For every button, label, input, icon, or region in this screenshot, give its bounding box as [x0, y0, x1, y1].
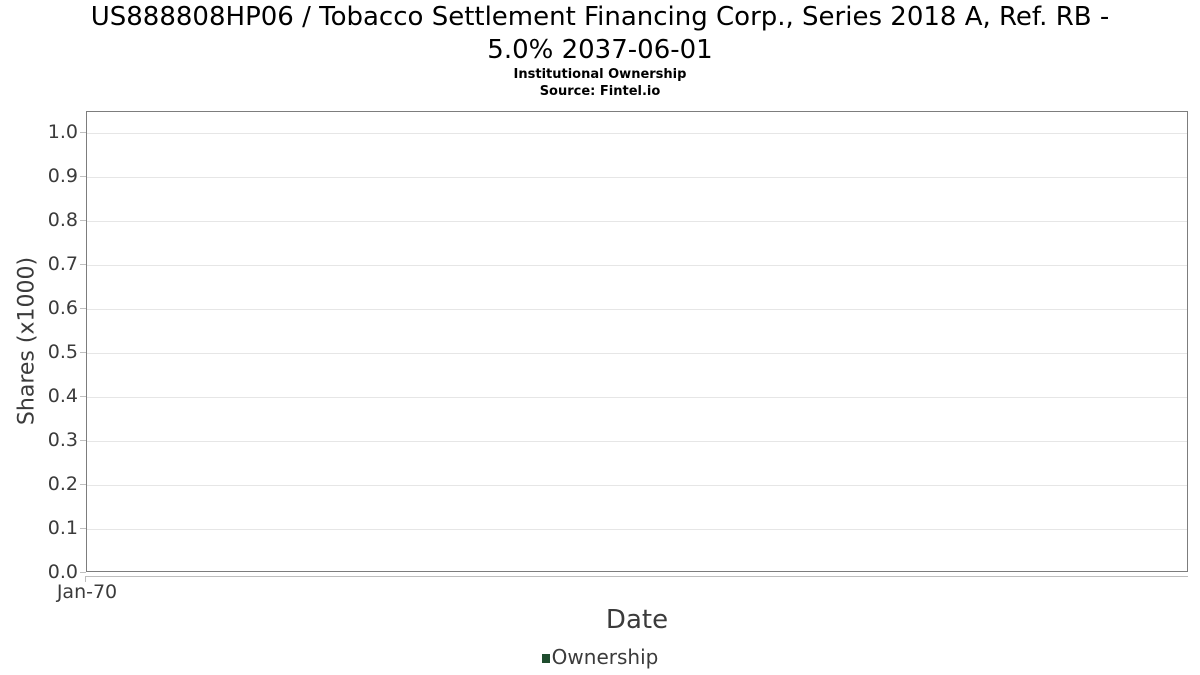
gridline: [87, 133, 1187, 134]
y-tick-mark: [80, 484, 86, 485]
y-tick-label: 0.0: [47, 561, 78, 583]
chart-title-line1: US888808HP06 / Tobacco Settlement Financ…: [90, 2, 1110, 32]
gridline: [87, 529, 1187, 530]
legend-marker-square: [541, 654, 550, 663]
y-tick-mark: [80, 572, 86, 573]
gridline: [87, 177, 1187, 178]
x-tick-mark: [85, 576, 86, 582]
y-axis-title: Shares (x1000): [14, 256, 40, 426]
y-tick-mark: [80, 132, 86, 133]
legend-label: Ownership: [551, 645, 659, 669]
y-tick-label: 0.1: [47, 517, 78, 539]
gridline: [87, 353, 1187, 354]
y-tick-mark: [80, 396, 86, 397]
y-tick-label: 0.2: [47, 473, 78, 495]
x-axis-line: [86, 576, 1188, 577]
gridline: [87, 309, 1187, 310]
y-tick-mark: [80, 308, 86, 309]
y-tick-label: 1.0: [47, 121, 78, 143]
y-tick-mark: [80, 220, 86, 221]
chart-source-label: Source: Fintel.io: [539, 84, 661, 99]
y-tick-mark: [80, 440, 86, 441]
y-tick-label: 0.6: [47, 297, 78, 319]
y-tick-label: 0.8: [47, 209, 78, 231]
y-tick-mark: [80, 528, 86, 529]
x-axis-title: Date: [605, 605, 669, 635]
gridline: [87, 485, 1187, 486]
gridline: [87, 441, 1187, 442]
gridline: [87, 397, 1187, 398]
legend-entry-ownership: Ownership: [541, 645, 659, 669]
gridline: [87, 221, 1187, 222]
y-tick-mark: [80, 176, 86, 177]
y-tick-label: 0.5: [47, 341, 78, 363]
plot-area: [86, 111, 1188, 572]
x-tick-label: Jan-70: [56, 581, 118, 603]
y-tick-label: 0.7: [47, 253, 78, 275]
chart-title-line2: 5.0% 2037-06-01: [487, 35, 713, 65]
y-tick-mark: [80, 352, 86, 353]
chart-subtitle: Institutional Ownership: [513, 67, 687, 82]
y-tick-mark: [80, 264, 86, 265]
y-tick-label: 0.3: [47, 429, 78, 451]
legend: Ownership: [0, 645, 1200, 669]
gridline: [87, 265, 1187, 266]
y-tick-label: 0.4: [47, 385, 78, 407]
y-tick-label: 0.9: [47, 165, 78, 187]
